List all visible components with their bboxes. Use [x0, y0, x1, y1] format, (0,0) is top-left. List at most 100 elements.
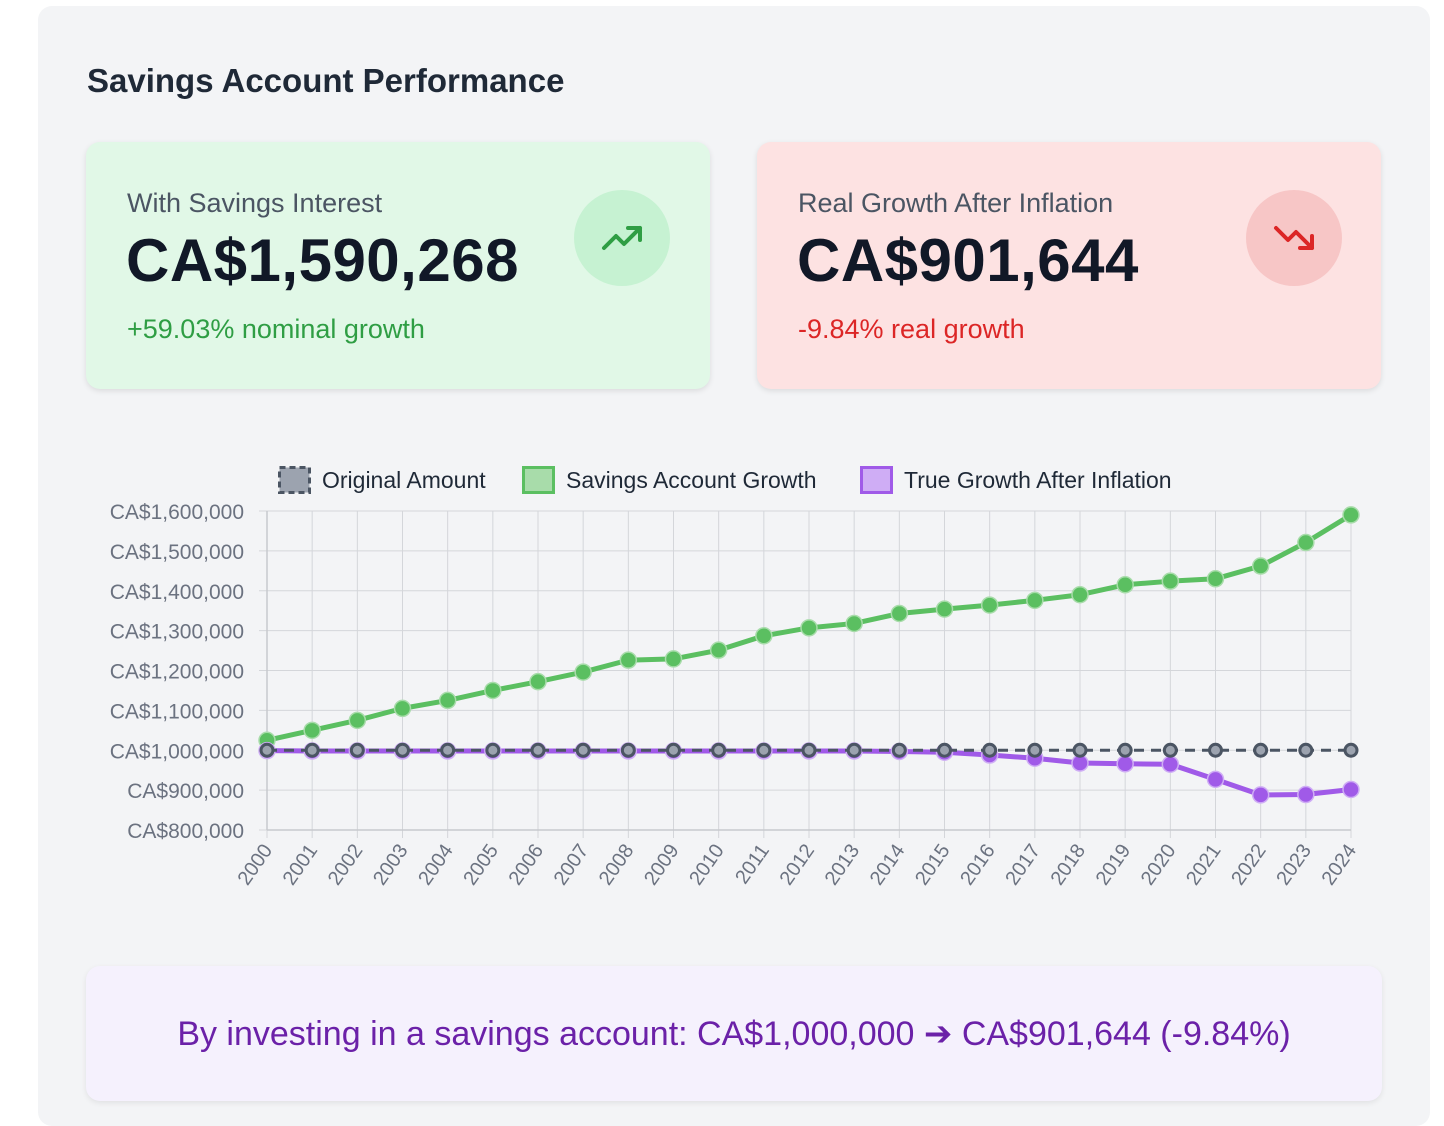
data-point [709, 641, 728, 659]
data-point [1071, 585, 1089, 604]
data-point [846, 742, 862, 758]
data-point [937, 742, 952, 758]
chart-grid [259, 510, 1352, 838]
nominal-card-sub: +59.03% nominal growth [127, 314, 425, 344]
real-card-value: CA$901,644 [797, 227, 1139, 294]
data-point [620, 742, 636, 758]
data-point [1342, 780, 1360, 799]
data-point [800, 619, 818, 637]
data-point [1072, 742, 1088, 758]
x-tick-label: 2009 [640, 840, 684, 889]
summary-text: By investing in a savings account: CA$1,… [177, 1015, 1291, 1053]
y-tick-label: CA$800,000 [127, 820, 244, 843]
data-point [1253, 742, 1269, 758]
x-tick-label: 2014 [866, 840, 910, 889]
data-point [1116, 755, 1134, 773]
y-tick-label: CA$1,100,000 [110, 700, 244, 723]
x-tick-label: 2007 [550, 840, 594, 889]
data-point [980, 596, 999, 614]
x-tick-label: 2006 [505, 840, 549, 889]
data-point [1116, 576, 1134, 594]
x-tick-label: 2011 [731, 840, 774, 888]
data-point [982, 742, 998, 758]
data-point [1208, 742, 1223, 758]
x-tick-label: 2015 [911, 840, 955, 889]
x-tick-label: 2004 [414, 840, 458, 889]
y-tick-label: CA$1,000,000 [110, 740, 244, 763]
y-tick-label: CA$1,300,000 [110, 621, 244, 644]
data-point [756, 742, 772, 758]
data-point [711, 742, 727, 758]
data-point [1251, 557, 1270, 575]
x-tick-label: 2018 [1047, 840, 1091, 889]
data-point [529, 672, 547, 691]
data-point [1298, 742, 1314, 758]
data-point [349, 742, 365, 758]
data-point [530, 742, 546, 758]
legend-swatch [278, 466, 311, 494]
trending-up-icon [574, 190, 670, 286]
chart-series [258, 506, 1360, 804]
data-point [1162, 742, 1178, 758]
data-point [259, 742, 275, 758]
x-tick-label: 2000 [234, 840, 278, 889]
chart-legend: Original Amount Savings Account Growth Tru… [278, 466, 1172, 494]
legend-label: Savings Account Growth [566, 467, 817, 493]
data-point [1343, 742, 1359, 758]
y-tick-label: CA$1,600,000 [110, 501, 244, 524]
data-point [1206, 770, 1225, 789]
nominal-growth-card: With Savings Interest CA$1,590,268 +59.0… [86, 142, 710, 389]
x-tick-label: 2024 [1318, 840, 1362, 889]
y-tick-label: CA$1,500,000 [110, 541, 244, 564]
data-point [440, 742, 456, 758]
x-tick-label: 2022 [1227, 840, 1271, 889]
data-point [1342, 506, 1360, 524]
x-tick-label: 2019 [1092, 840, 1136, 889]
data-point [1206, 570, 1225, 588]
x-tick-label: 2005 [459, 840, 503, 889]
data-point [1297, 785, 1315, 804]
data-point [801, 742, 817, 758]
data-point [1251, 786, 1270, 804]
data-point [395, 742, 410, 758]
x-tick-label: 2013 [821, 840, 865, 889]
x-tick-label: 2012 [776, 840, 820, 889]
y-tick-label: CA$1,400,000 [110, 581, 244, 604]
x-tick-label: 2023 [1272, 840, 1316, 889]
data-point [1117, 742, 1133, 758]
data-point [485, 742, 501, 758]
summary-box: By investing in a savings account: CA$1,… [86, 966, 1382, 1101]
data-point [891, 742, 907, 758]
data-point [303, 721, 321, 740]
data-point [574, 663, 592, 681]
data-point [438, 691, 457, 710]
x-tick-label: 2016 [956, 840, 1000, 889]
real-growth-card: Real Growth After Inflation CA$901,644 -… [757, 142, 1381, 389]
data-point [1161, 572, 1180, 590]
legend-label: True Growth After Inflation [904, 467, 1172, 493]
data-point [348, 711, 367, 730]
data-point [935, 600, 954, 618]
x-tick-label: 2002 [324, 840, 368, 889]
nominal-card-value: CA$1,590,268 [126, 227, 519, 294]
x-tick-label: 2003 [369, 840, 413, 889]
data-point [664, 650, 683, 668]
data-point [1297, 533, 1315, 552]
data-point [845, 614, 863, 633]
data-point [484, 681, 502, 700]
y-tick-label: CA$900,000 [127, 780, 244, 803]
data-point [304, 742, 320, 758]
data-point [666, 742, 681, 758]
data-point [1026, 591, 1044, 610]
x-tick-label: 2010 [685, 840, 729, 889]
data-point [619, 651, 638, 669]
data-point [1027, 742, 1043, 758]
real-card-sub: -9.84% real growth [798, 314, 1025, 344]
real-card-label: Real Growth After Inflation [798, 188, 1114, 218]
data-point [1161, 755, 1180, 773]
data-point [890, 604, 909, 623]
nominal-card-label: With Savings Interest [127, 188, 383, 218]
legend-swatch [522, 466, 555, 494]
y-tick-label: CA$1,200,000 [110, 661, 244, 684]
